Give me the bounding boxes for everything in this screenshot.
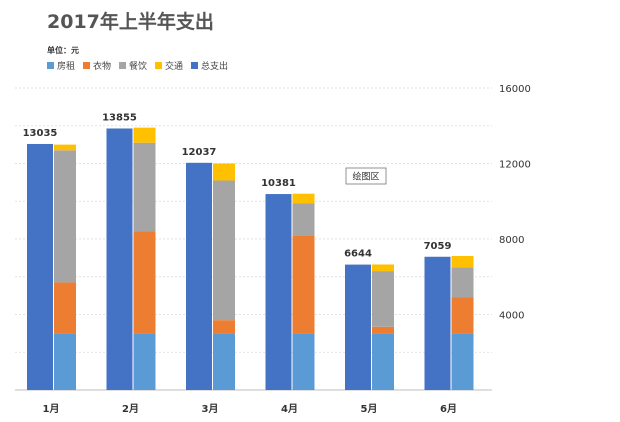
legend-label: 总支出 — [201, 60, 228, 72]
data-label: 10381 — [261, 178, 296, 189]
bar-segment — [213, 333, 235, 390]
legend-label: 衣物 — [93, 60, 111, 72]
bar-segment — [372, 271, 394, 327]
bar-segment — [213, 320, 235, 334]
tooltip-box — [345, 167, 387, 185]
bar-segment — [292, 235, 315, 334]
bar-segment — [292, 333, 315, 390]
bar-segment — [451, 255, 474, 268]
bar-total — [265, 194, 292, 390]
legend: 房租 衣物 餐饮 交通 总支出 — [47, 60, 228, 72]
legend-label: 交通 — [165, 60, 183, 72]
category-label: 4月 — [281, 403, 298, 415]
legend-label: 餐饮 — [129, 60, 147, 72]
legend-swatch — [155, 62, 162, 69]
bar-total — [424, 256, 451, 390]
y-tick-label: 16000 — [499, 84, 531, 95]
data-label: 13855 — [102, 112, 137, 123]
data-label: 7059 — [424, 241, 452, 252]
category-label: 3月 — [202, 403, 219, 415]
data-labels: 13035 13855 12037 10381 6644 7059 — [23, 112, 452, 259]
tooltip-text: 绘图区 — [352, 171, 379, 183]
bar-segment — [133, 142, 156, 232]
bar-segment — [133, 231, 156, 334]
bar-total — [345, 264, 371, 390]
bar-segment — [451, 333, 474, 390]
bar-segment — [372, 333, 394, 390]
y-tick-label: 8000 — [499, 235, 524, 246]
bar-total — [106, 128, 133, 390]
bar-segment — [54, 282, 76, 334]
legend-swatch — [83, 62, 90, 69]
bar-segment — [451, 297, 474, 334]
category-label: 5月 — [361, 403, 378, 415]
plot-area-tooltip: 绘图区 — [345, 167, 387, 185]
legend-swatch — [119, 62, 126, 69]
legend-swatch — [47, 62, 54, 69]
bars — [27, 127, 474, 390]
y-tick-label: 4000 — [499, 311, 524, 322]
bar-segment — [133, 333, 156, 390]
bar-segment — [213, 180, 235, 321]
y-tick-label: 12000 — [499, 160, 531, 171]
bar-segment — [451, 267, 474, 298]
x-axis-categories: 1月 2月 3月 4月 5月 6月 — [43, 403, 457, 415]
bar-total — [27, 143, 53, 390]
bar-total — [186, 162, 212, 390]
bar-segment — [54, 150, 76, 283]
bar-segment — [54, 144, 76, 151]
y-axis-ticks: 4000 8000 12000 16000 — [499, 84, 531, 322]
bar-segment — [372, 264, 394, 272]
data-label: 12037 — [182, 147, 217, 158]
bar-segment — [292, 193, 315, 204]
bar-segment — [54, 333, 76, 390]
data-label: 6644 — [344, 249, 372, 260]
legend-label: 房租 — [57, 60, 75, 72]
unit-label: 单位：元 — [47, 45, 79, 55]
bar-segment — [133, 127, 156, 143]
data-label: 13035 — [23, 128, 58, 139]
bar-segment — [292, 203, 315, 236]
bar-segment — [213, 163, 235, 181]
chart-title: 2017年上半年支出 — [47, 10, 214, 33]
category-label: 6月 — [440, 403, 457, 415]
legend-swatch — [191, 62, 198, 69]
gridlines — [15, 87, 492, 391]
category-label: 1月 — [43, 403, 60, 415]
bar-segment — [372, 326, 394, 334]
category-label: 2月 — [122, 403, 139, 415]
